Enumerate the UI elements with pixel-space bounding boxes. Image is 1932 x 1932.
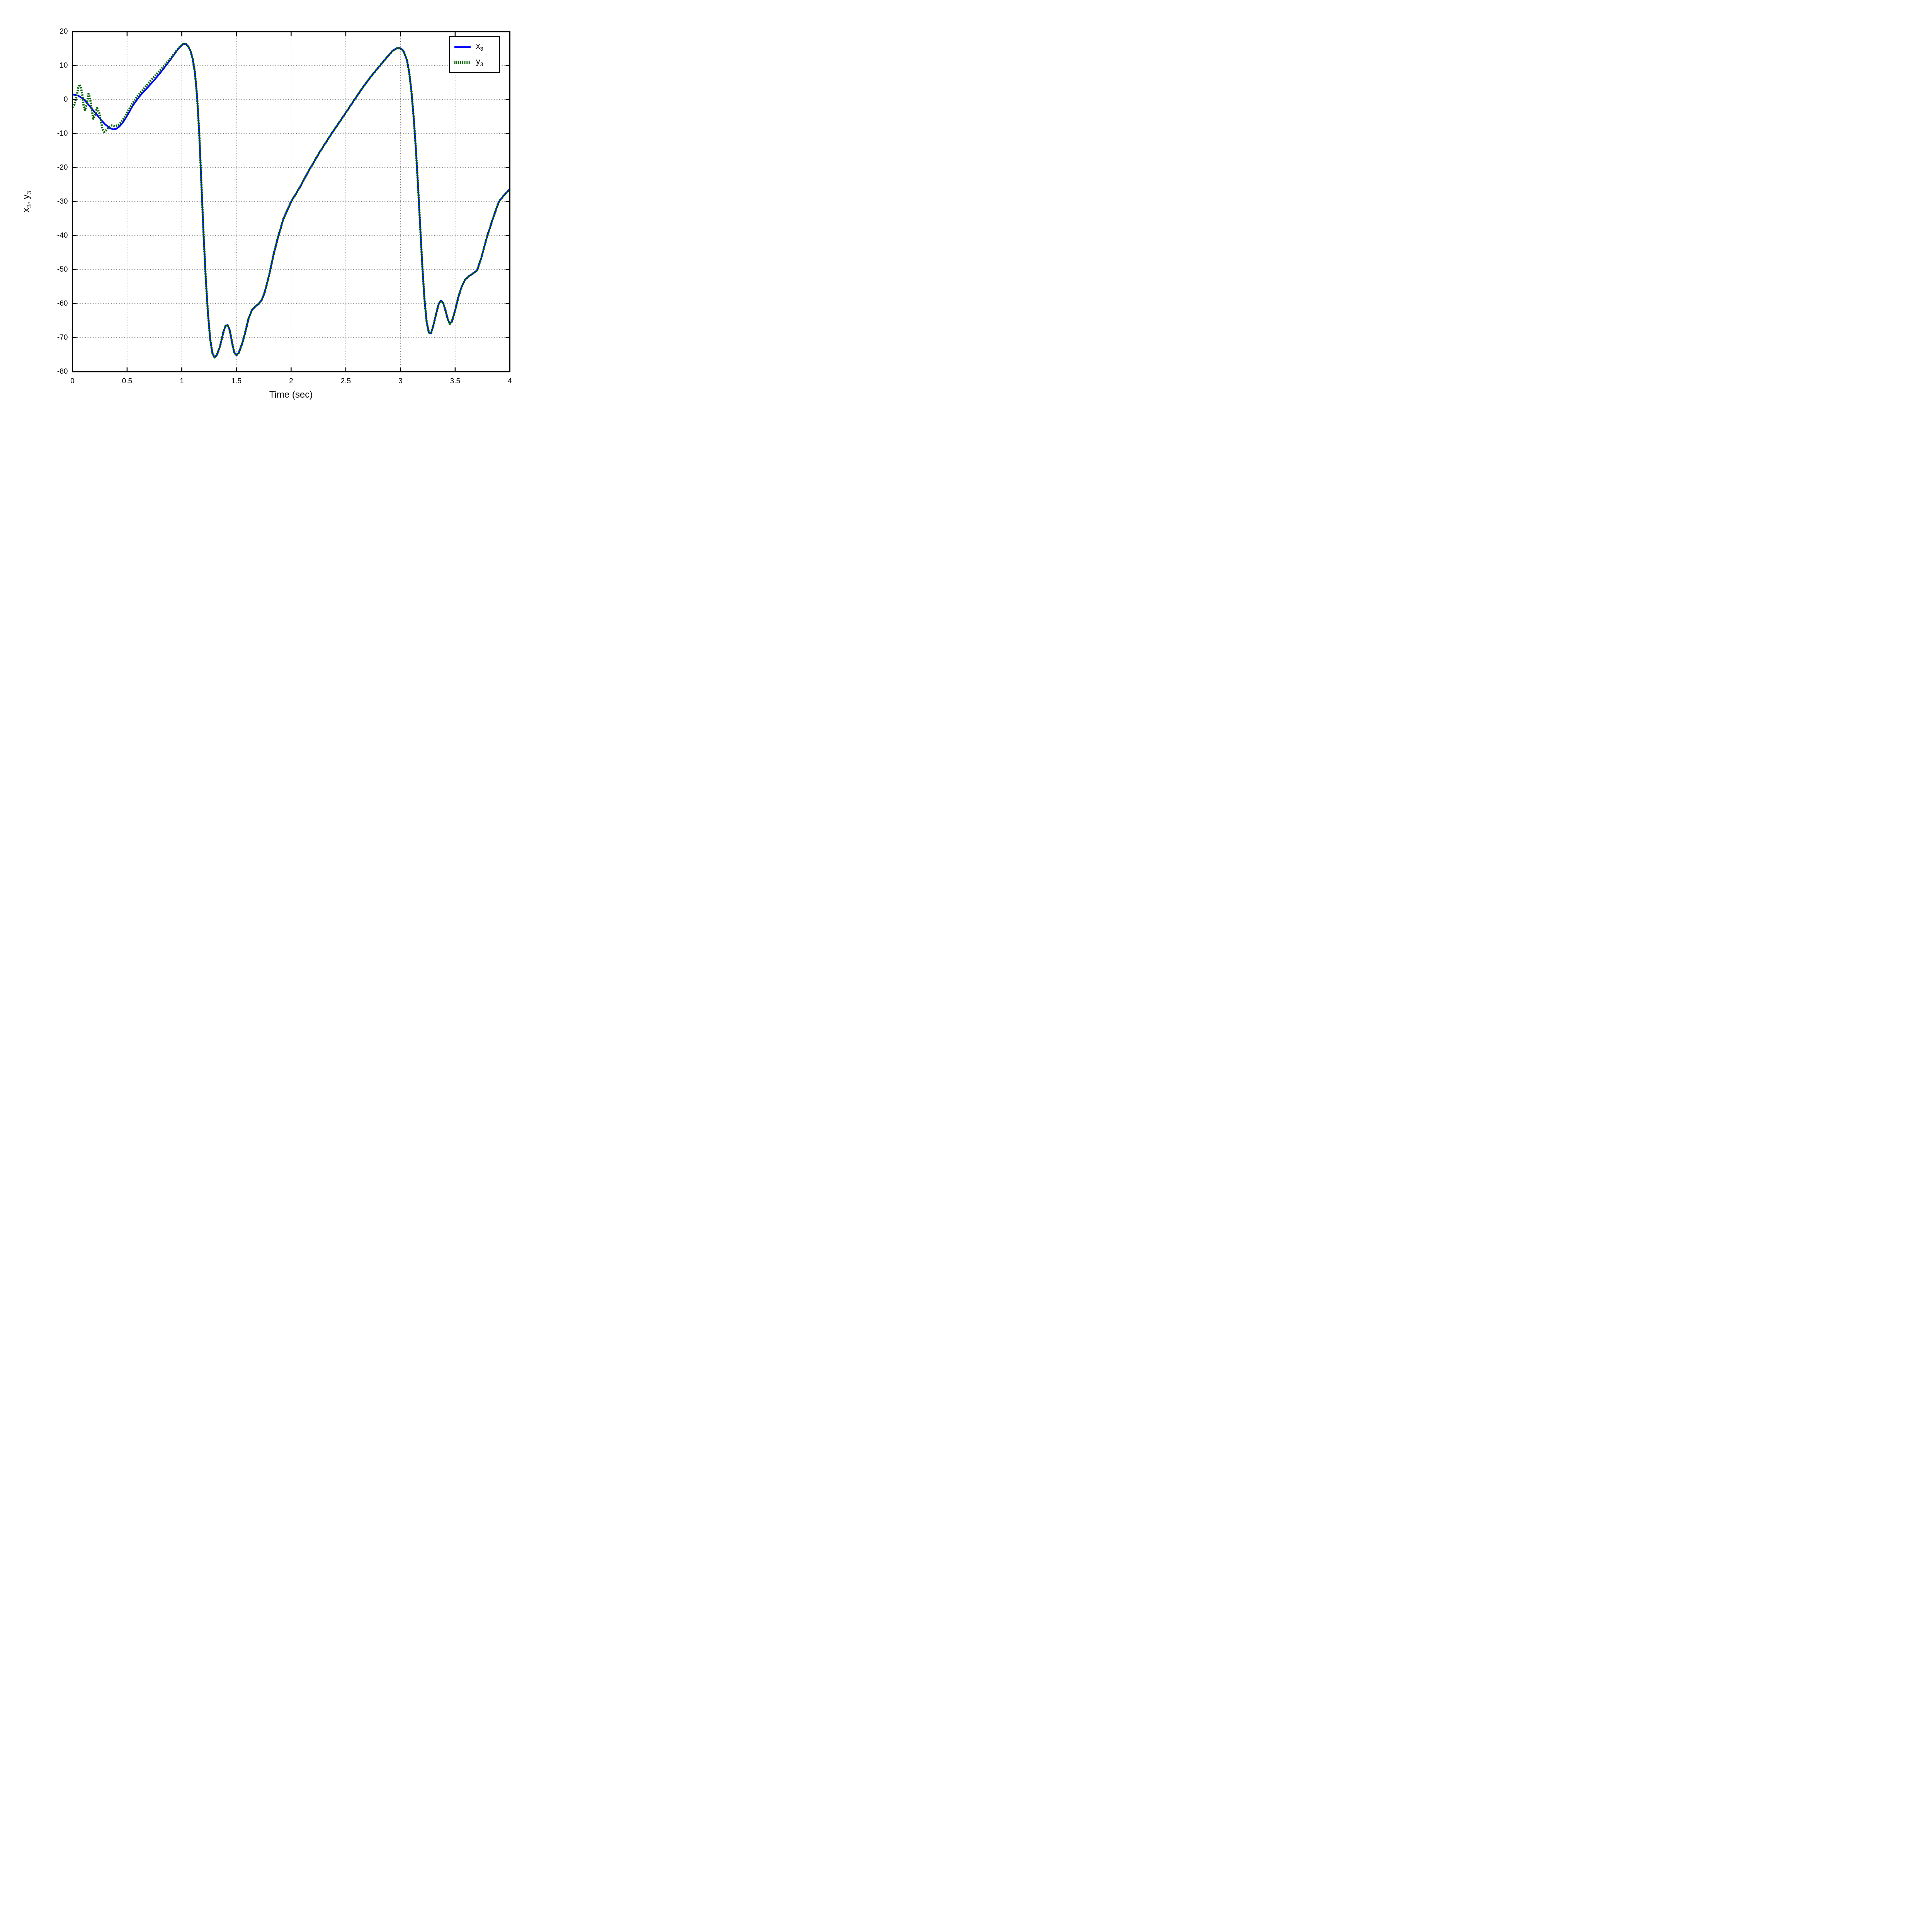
x-tick-label: 0.5 bbox=[122, 377, 133, 385]
legend-label-x3: x3 bbox=[476, 42, 483, 53]
y-tick-label: 0 bbox=[63, 95, 68, 104]
legend-line-x3-icon bbox=[454, 46, 471, 48]
y-tick-label: -10 bbox=[57, 129, 68, 138]
y-tick-label: -80 bbox=[57, 367, 68, 376]
x-axis-label: Time (sec) bbox=[269, 389, 313, 400]
y-tick-label: -50 bbox=[57, 265, 68, 274]
x-tick-label: 3.5 bbox=[450, 377, 461, 385]
chart-figure: 20 10 0 -10 -20 -30 -40 -50 -60 -70 -80 0 0.5 1 1.5 2 2… bbox=[0, 0, 556, 417]
y-axis-label-part: , bbox=[21, 199, 32, 204]
x-tick-label: 1 bbox=[180, 377, 184, 385]
legend-line-y3-icon bbox=[454, 61, 471, 64]
y-tick-label: -70 bbox=[57, 333, 68, 342]
y-axis-label-part: y bbox=[21, 194, 32, 199]
y-axis-label-part: 3 bbox=[26, 204, 33, 208]
x-tick-label: 2.5 bbox=[340, 377, 351, 385]
legend-entry-x3: x3 bbox=[454, 42, 495, 52]
x-tick-label: 2 bbox=[289, 377, 293, 385]
x-tick-label: 1.5 bbox=[231, 377, 242, 385]
y-tick-label: -20 bbox=[57, 163, 68, 172]
x-tick-label: 0 bbox=[70, 377, 75, 385]
legend-entry-y3: y3 bbox=[454, 58, 495, 67]
y-tick-label: -40 bbox=[57, 231, 68, 240]
x-tick-label: 3 bbox=[398, 377, 403, 385]
y-tick-label: 20 bbox=[60, 27, 68, 36]
plot-canvas bbox=[71, 31, 511, 372]
series-y3 bbox=[71, 43, 511, 359]
y-tick-label: -30 bbox=[57, 197, 68, 206]
legend: x3 y3 bbox=[449, 36, 500, 73]
y-tick-label: -60 bbox=[57, 299, 68, 308]
x-tick-label: 4 bbox=[508, 377, 512, 385]
y-tick-label: 10 bbox=[60, 61, 68, 70]
legend-label-y3: y3 bbox=[476, 57, 483, 68]
y-axis-label-part: x bbox=[21, 207, 32, 213]
y-axis-label-part: 3 bbox=[26, 191, 33, 195]
y-axis-label: x3, y3 bbox=[21, 191, 33, 213]
